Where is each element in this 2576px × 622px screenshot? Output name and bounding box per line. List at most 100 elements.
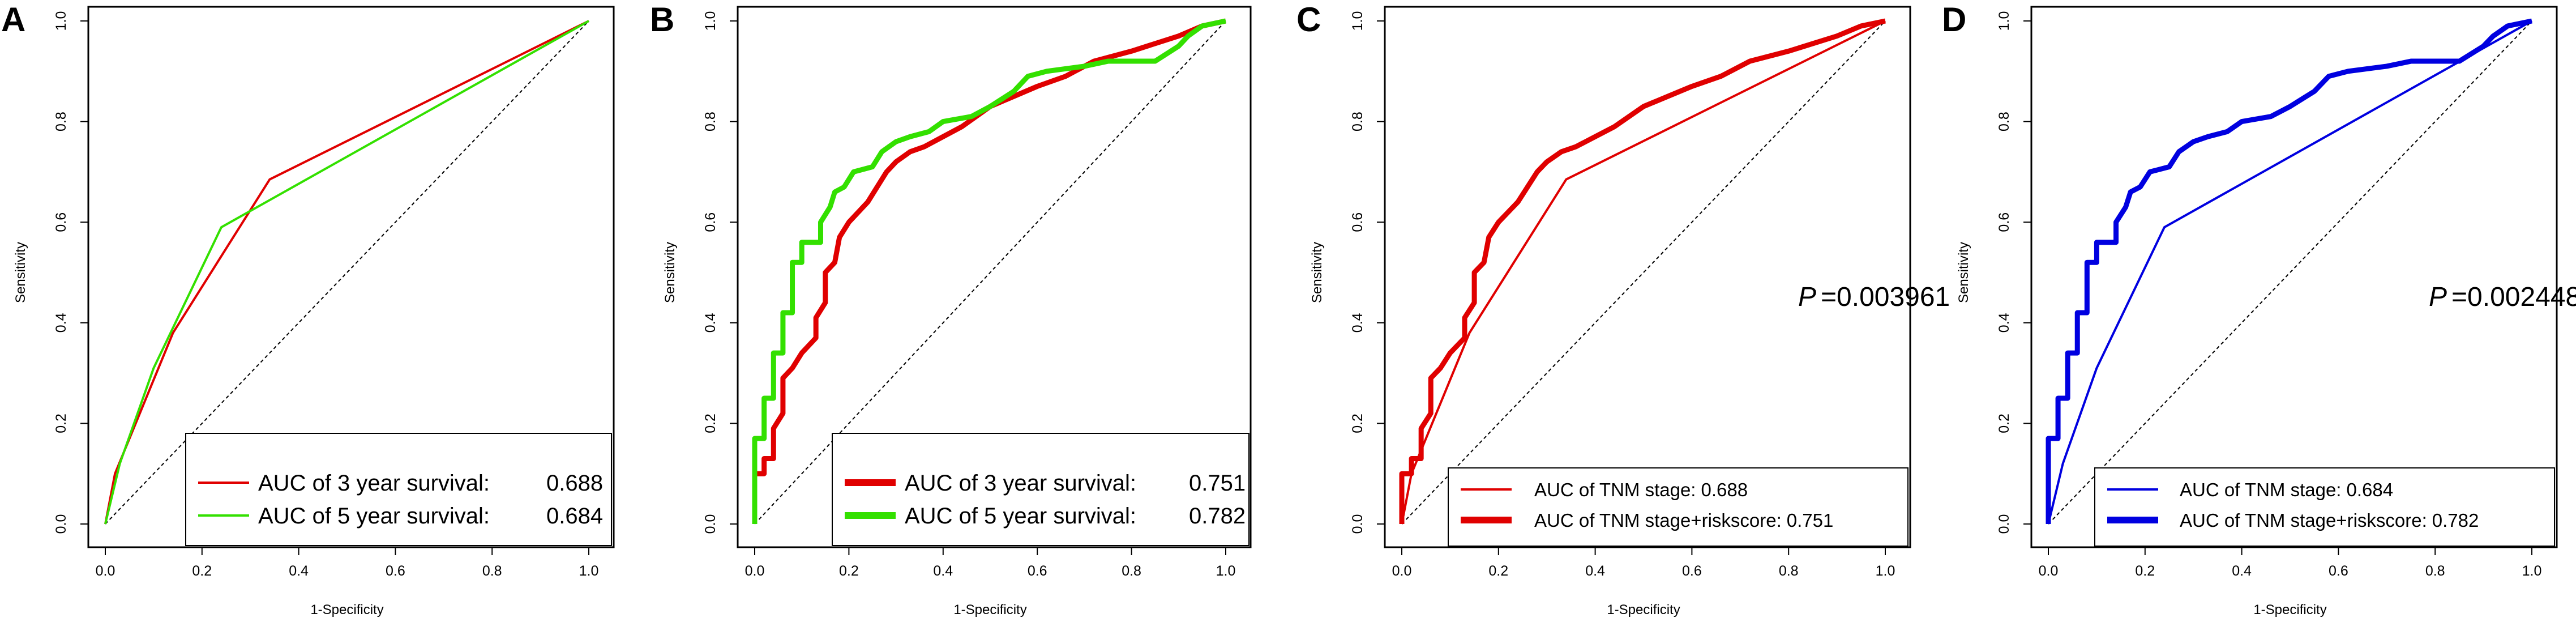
legend-auc: 0.684 xyxy=(2346,479,2393,500)
y-axis-title: Sensitivity xyxy=(662,242,678,303)
y-tick-label: 0.8 xyxy=(1350,112,1366,131)
legend-auc: 0.688 xyxy=(1701,479,1748,500)
diagonal-reference-line xyxy=(105,20,589,525)
legend-auc: 0.751 xyxy=(1787,510,1834,531)
y-tick-label: 0.4 xyxy=(1350,313,1366,333)
panel-a: A 0.0 0.2 0.4 0.6 0.8 1.0 0.0 0.2 0.4 0.… xyxy=(1,1,615,617)
x-tick-label: 0.4 xyxy=(1585,563,1605,579)
y-axis: 0.0 0.2 0.4 0.6 0.8 1.0 xyxy=(53,11,69,534)
diagonal-reference-line xyxy=(1401,20,1886,525)
legend: AUC of 3 year survival: 0.751 AUC of 5 y… xyxy=(832,433,1250,546)
tick-marks xyxy=(80,20,589,555)
x-axis-title: 1-Specificity xyxy=(2253,602,2326,617)
x-tick-label: 0.6 xyxy=(386,563,405,579)
y-tick-label: 0.6 xyxy=(1996,212,2012,232)
y-tick-label: 0.6 xyxy=(703,212,718,232)
legend-label: AUC of 3 year survival: xyxy=(905,471,1136,496)
p-value: =0.002448 xyxy=(2451,282,2576,312)
y-axis: 0.0 0.2 0.4 0.6 0.8 1.0 xyxy=(1996,11,2012,534)
panel-letter: D xyxy=(1942,1,1966,39)
x-tick-label: 0.0 xyxy=(96,563,115,579)
p-value-annotation: P =0.002448 xyxy=(2429,282,2576,312)
x-tick-label: 0.8 xyxy=(1122,563,1141,579)
x-tick-label: 0.8 xyxy=(1779,563,1799,579)
y-tick-label: 0.4 xyxy=(53,313,69,333)
x-axis: 0.0 0.2 0.4 0.6 0.8 1.0 xyxy=(96,563,599,579)
legend-auc: 0.782 xyxy=(1189,504,1246,529)
y-tick-label: 0.0 xyxy=(1350,514,1366,534)
legend-name: AUC of TNM stage: xyxy=(1534,479,1696,500)
legend-name: AUC of TNM stage+riskscore: xyxy=(1534,510,1782,531)
panel-c: C 0.0 0.2 0.4 0.6 0.8 1.0 0.0 0.2 0.4 0.… xyxy=(1296,1,1950,617)
legend-box xyxy=(2094,467,2555,547)
legend-label: AUC of 5 year survival: xyxy=(905,504,1136,529)
y-tick-label: 0.0 xyxy=(1996,514,2012,534)
roc-curve-3-year xyxy=(752,18,1226,524)
y-axis-title: Sensitivity xyxy=(1310,242,1325,303)
legend-auc: 0.684 xyxy=(546,504,603,529)
roc-curve-5-year xyxy=(104,20,589,525)
legend-label: AUC of TNM stage: 0.688 xyxy=(1534,479,1748,500)
x-tick-label: 0.6 xyxy=(2329,563,2348,579)
roc-curve-tnm-stage xyxy=(1401,20,1886,525)
y-axis: 0.0 0.2 0.4 0.6 0.8 1.0 xyxy=(1350,11,1366,534)
panel-d: D 0.0 0.2 0.4 0.6 0.8 1.0 0.0 0.2 0.4 0.… xyxy=(1942,1,2576,617)
legend: AUC of 3 year survival: 0.688 AUC of 5 y… xyxy=(185,433,612,546)
x-tick-label: 0.6 xyxy=(1028,563,1047,579)
legend-box xyxy=(832,433,1250,546)
x-tick-label: 0.4 xyxy=(933,563,953,579)
y-tick-label: 0.6 xyxy=(53,212,69,232)
p-label: P xyxy=(1798,282,1816,312)
y-tick-label: 0.0 xyxy=(53,514,69,534)
legend: AUC of TNM stage: 0.684 AUC of TNM stage+… xyxy=(2094,467,2555,547)
y-tick-label: 0.4 xyxy=(703,313,718,333)
y-tick-label: 0.2 xyxy=(53,414,69,433)
diagonal-reference-line xyxy=(2048,20,2532,525)
panel-letter: B xyxy=(650,1,674,39)
legend-box xyxy=(185,433,612,546)
tick-marks xyxy=(2023,20,2532,555)
x-tick-label: 0.8 xyxy=(2425,563,2445,579)
panel-b: B 0.0 0.2 0.4 0.6 0.8 1.0 0.0 0.2 0.4 0.… xyxy=(650,1,1252,617)
y-tick-label: 0.6 xyxy=(1350,212,1366,232)
tick-marks xyxy=(1377,20,1886,555)
y-tick-label: 1.0 xyxy=(53,11,69,31)
roc-curve-tnm-stage xyxy=(2047,20,2532,525)
roc-curve-tnm-riskscore xyxy=(1399,18,1886,524)
x-axis: 0.0 0.2 0.4 0.6 0.8 1.0 xyxy=(745,563,1236,579)
legend-box xyxy=(1448,467,1909,547)
x-axis: 0.0 0.2 0.4 0.6 0.8 1.0 xyxy=(2039,563,2542,579)
y-tick-label: 0.2 xyxy=(1350,414,1366,433)
panel-letter: C xyxy=(1296,1,1321,39)
panel-letter: A xyxy=(1,1,25,39)
y-tick-label: 1.0 xyxy=(1996,11,2012,31)
roc-curve-tnm-riskscore xyxy=(2046,18,2532,524)
x-tick-label: 1.0 xyxy=(579,563,599,579)
x-tick-label: 0.8 xyxy=(482,563,502,579)
tick-marks xyxy=(730,20,1226,555)
x-tick-label: 0.2 xyxy=(1488,563,1508,579)
plot-frame xyxy=(1384,6,1911,548)
x-tick-label: 0.2 xyxy=(192,563,212,579)
roc-curve-5-year xyxy=(752,18,1226,524)
x-tick-label: 1.0 xyxy=(2522,563,2542,579)
legend-label: AUC of 3 year survival: xyxy=(258,471,490,496)
y-tick-label: 0.8 xyxy=(703,112,718,131)
legend-name: AUC of TNM stage: xyxy=(2180,479,2341,500)
y-axis-title: Sensitivity xyxy=(13,242,28,303)
y-tick-label: 1.0 xyxy=(703,11,718,31)
y-axis-title: Sensitivity xyxy=(1956,242,1971,303)
y-axis: 0.0 0.2 0.4 0.6 0.8 1.0 xyxy=(703,11,718,534)
legend-auc: 0.751 xyxy=(1189,471,1246,496)
legend-auc: 0.782 xyxy=(2432,510,2479,531)
p-label: P xyxy=(2429,282,2447,312)
y-tick-label: 0.2 xyxy=(1996,414,2012,433)
x-tick-label: 0.2 xyxy=(2135,563,2155,579)
legend-name: AUC of TNM stage+riskscore: xyxy=(2180,510,2427,531)
x-tick-label: 0.4 xyxy=(289,563,309,579)
legend-label: AUC of TNM stage+riskscore: 0.782 xyxy=(2180,510,2479,531)
legend-label: AUC of 5 year survival: xyxy=(258,504,490,529)
x-axis-title: 1-Specificity xyxy=(310,602,383,617)
roc-curve-3-year xyxy=(104,20,589,525)
